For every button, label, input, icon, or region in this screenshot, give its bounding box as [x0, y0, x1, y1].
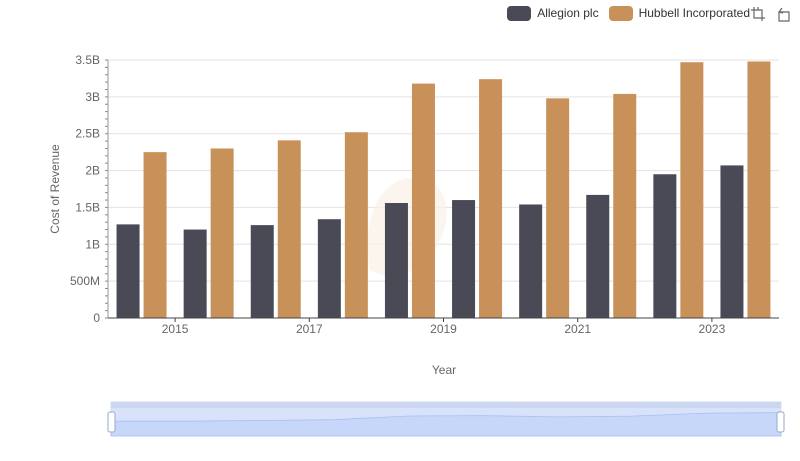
- bar-hubbell-2020[interactable]: [546, 98, 570, 319]
- x-axis-title: Year: [432, 363, 456, 377]
- zoom-slider[interactable]: [107, 401, 785, 437]
- bar-hubbell-2015[interactable]: [210, 148, 234, 318]
- bar-allegion-2014[interactable]: [116, 224, 140, 318]
- bar-allegion-2018[interactable]: [384, 203, 408, 318]
- y-tick-label: 0: [93, 311, 100, 325]
- zoom-slider-handle-left[interactable]: [107, 411, 116, 433]
- legend-item-allegion[interactable]: Allegion plc: [507, 5, 599, 21]
- bar-hubbell-2016[interactable]: [277, 140, 301, 318]
- legend-label-hubbell: Hubbell Incorporated: [638, 6, 750, 20]
- grid-lines: [108, 59, 779, 319]
- legend-label-allegion: Allegion plc: [537, 6, 599, 20]
- bar-hubbell-2023[interactable]: [747, 61, 771, 319]
- bar-hubbell-2022[interactable]: [680, 62, 704, 319]
- legend: Allegion plc Hubbell Incorporated: [507, 4, 750, 22]
- bar-allegion-2020[interactable]: [519, 204, 543, 318]
- bar-allegion-2021[interactable]: [586, 194, 610, 318]
- bar-hubbell-2018[interactable]: [411, 83, 435, 319]
- x-tick-label: 2021: [564, 322, 591, 336]
- bar-hubbell-2021[interactable]: [613, 93, 637, 318]
- x-tick-label: 2015: [162, 322, 189, 336]
- toolbox: [750, 6, 792, 22]
- legend-item-hubbell[interactable]: Hubbell Incorporated: [608, 5, 750, 21]
- bar-allegion-2022[interactable]: [653, 174, 677, 318]
- legend-swatch-hubbell: [608, 5, 633, 21]
- bar-hubbell-2017[interactable]: [344, 132, 368, 318]
- bars: [116, 61, 771, 319]
- bar-allegion-2019[interactable]: [452, 200, 476, 318]
- x-tick-label: 2017: [296, 322, 323, 336]
- y-tick-label: 3B: [85, 90, 100, 104]
- y-axis-title: Cost of Revenue: [48, 144, 62, 234]
- bar-allegion-2016[interactable]: [250, 225, 274, 318]
- y-tick-label: 2B: [85, 164, 100, 178]
- zoom-slider-handle-right[interactable]: [776, 411, 785, 433]
- zoom-select-icon[interactable]: [750, 6, 766, 22]
- x-tick-label: 2019: [430, 322, 457, 336]
- zoom-reset-icon[interactable]: [776, 6, 792, 22]
- bar-hubbell-2014[interactable]: [143, 152, 167, 318]
- y-tick-label: 2.5B: [75, 127, 100, 141]
- bar-allegion-2015[interactable]: [183, 229, 207, 318]
- y-tick-label: 500M: [70, 274, 100, 288]
- axes: 0 500M 1B 1.5B 2B 2.5B 3B 3.5B 2015 2017 2019 2021 2…: [70, 53, 779, 336]
- y-tick-label: 1.5B: [75, 200, 100, 214]
- legend-swatch-allegion: [507, 5, 532, 21]
- y-tick-label: 1B: [85, 237, 100, 251]
- y-tick-label: 3.5B: [75, 53, 100, 67]
- bar-hubbell-2019[interactable]: [479, 79, 503, 318]
- bar-allegion-2023[interactable]: [720, 165, 744, 318]
- x-tick-label: 2023: [699, 322, 726, 336]
- zoom-slider-top-bar[interactable]: [111, 402, 781, 408]
- bar-allegion-2017[interactable]: [317, 219, 341, 318]
